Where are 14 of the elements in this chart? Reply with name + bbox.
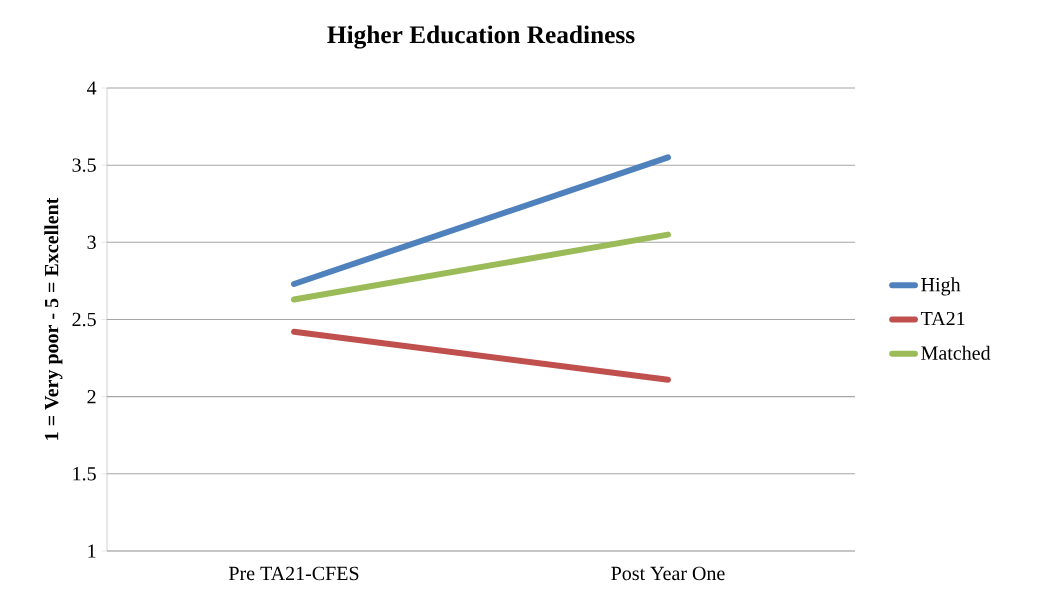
y-tick-label: 4 [87,81,97,95]
y-tick-label: 2.5 [72,312,96,327]
legend-label: High [921,277,961,296]
x-tick-label: Pre TA21-CFES [229,566,359,581]
x-tick-label: Post Year One [611,566,725,581]
y-axis-title: 1 = Very poor - 5 = Excellent [44,197,63,440]
chart-title: Higher Education Readiness [327,25,635,49]
legend-label: Matched [921,345,991,360]
y-tick-label: 3 [87,235,96,250]
y-tick-label: 1 [88,544,96,558]
legend-label: TA21 [920,311,965,326]
y-tick-label: 3.5 [72,158,96,172]
y-tick-label: 1.5 [73,467,96,481]
y-tick-label: 2 [87,390,96,404]
